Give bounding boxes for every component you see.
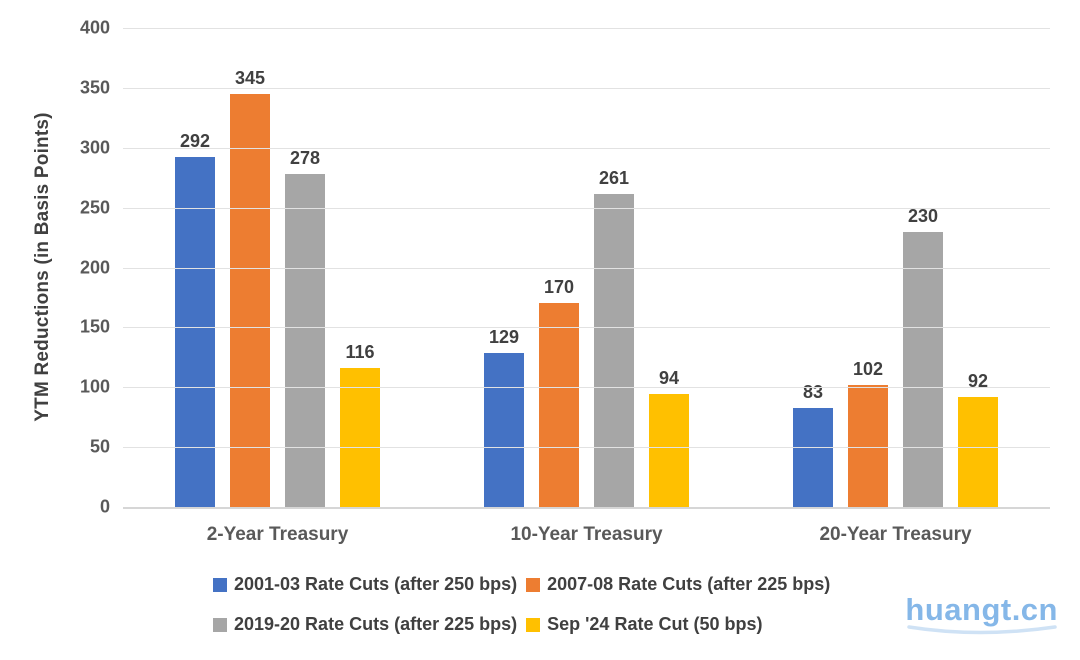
bar-wrap: 116: [340, 342, 380, 507]
gridline: [123, 267, 1050, 269]
bar: [848, 384, 888, 507]
legend-item: 2007-08 Rate Cuts (after 225 bps): [526, 574, 830, 595]
gridline: [123, 447, 1050, 449]
y-tick-label: 100: [79, 376, 110, 397]
bar: [175, 157, 215, 507]
legend-row: 2019-20 Rate Cuts (after 225 bps) Sep '24…: [213, 614, 830, 635]
legend-label: 2019-20 Rate Cuts (after 225 bps): [234, 614, 518, 634]
bar-data-label: 92: [967, 370, 989, 391]
bar-data-label: 261: [598, 168, 630, 189]
bar-data-label: 170: [543, 277, 575, 298]
bar: [539, 303, 579, 507]
legend-item: 2001-03 Rate Cuts (after 250 bps): [213, 574, 517, 595]
bar-wrap: 83: [793, 382, 833, 507]
y-tick-label: 0: [99, 496, 110, 517]
bar-wrap: 94: [649, 368, 689, 507]
x-category-label: 2-Year Treasury: [206, 524, 349, 545]
bar-data-label: 94: [658, 368, 680, 389]
bar-data-label: 278: [289, 148, 321, 169]
bar-data-label: 83: [802, 381, 824, 402]
legend-marker-icon: [213, 577, 227, 592]
legend-label: 2001-03 Rate Cuts (after 250 bps): [234, 574, 518, 594]
bar-data-label: 230: [907, 205, 939, 226]
bar-group: 83 102 230 92: [741, 28, 1050, 507]
gridline: [123, 207, 1050, 209]
bar: [484, 352, 524, 507]
gridline: [123, 28, 1050, 29]
legend-label: Sep '24 Rate Cut (50 bps): [547, 614, 763, 634]
watermark-swoosh-icon: [906, 625, 1057, 635]
y-tick-label: 350: [79, 77, 110, 98]
watermark-text: huangt.cn: [905, 592, 1058, 627]
gridline: [123, 87, 1050, 89]
bar: [649, 394, 689, 507]
legend-label: 2007-08 Rate Cuts (after 225 bps): [547, 574, 831, 594]
legend-marker-icon: [526, 577, 541, 592]
gridline: [123, 327, 1050, 329]
bar: [793, 407, 833, 507]
bar-groups: 292 345 278 116 129 170 261 94 83 102 230 92: [123, 28, 1050, 507]
y-tick-label: 250: [79, 197, 110, 218]
legend-row: 2001-03 Rate Cuts (after 250 bps) 2007-08…: [213, 574, 830, 595]
legend-marker-icon: [526, 617, 541, 632]
bar: [594, 194, 634, 507]
bar-data-label: 116: [345, 342, 375, 363]
gridline: [123, 387, 1050, 389]
bar-wrap: 292: [175, 131, 215, 507]
bar-wrap: 345: [230, 68, 270, 507]
legend-item: 2019-20 Rate Cuts (after 225 bps): [213, 614, 517, 635]
watermark: huangt.cn: [905, 592, 1058, 638]
bar-wrap: 102: [848, 359, 888, 507]
y-tick-label: 200: [79, 257, 110, 277]
legend-marker-icon: [213, 617, 227, 632]
gridline: [123, 147, 1050, 149]
plot-area: 292 345 278 116 129 170 261 94 83 102 230 92: [123, 28, 1050, 509]
x-category-label: 20-Year Treasury: [819, 524, 972, 545]
bar: [285, 174, 325, 507]
x-axis-line: [123, 507, 1050, 509]
bar-wrap: 170: [539, 277, 579, 507]
x-category-label: 10-Year Treasury: [510, 524, 663, 545]
legend-item: Sep '24 Rate Cut (50 bps): [526, 614, 762, 635]
y-tick-label: 400: [79, 17, 110, 38]
bar: [340, 368, 380, 507]
bar-wrap: 278: [285, 148, 325, 507]
bar: [903, 231, 943, 507]
bar-group: 292 345 278 116: [123, 28, 432, 507]
bar-group: 129 170 261 94: [432, 28, 741, 507]
y-tick-label: 50: [89, 436, 110, 457]
bar-wrap: 92: [958, 371, 998, 507]
bar: [958, 396, 998, 507]
bar-data-label: 345: [234, 67, 266, 88]
y-tick-label: 300: [79, 137, 110, 158]
bar-wrap: 129: [484, 327, 524, 507]
bar: [230, 93, 270, 507]
bar-wrap: 230: [903, 206, 943, 507]
bar-data-label: 129: [488, 326, 520, 347]
bar-data-label: 102: [852, 358, 884, 379]
bar-data-label: 292: [179, 131, 211, 152]
bar-wrap: 261: [594, 168, 634, 507]
y-tick-label: 150: [79, 316, 110, 337]
legend: 2001-03 Rate Cuts (after 250 bps) 2007-08…: [213, 574, 830, 635]
